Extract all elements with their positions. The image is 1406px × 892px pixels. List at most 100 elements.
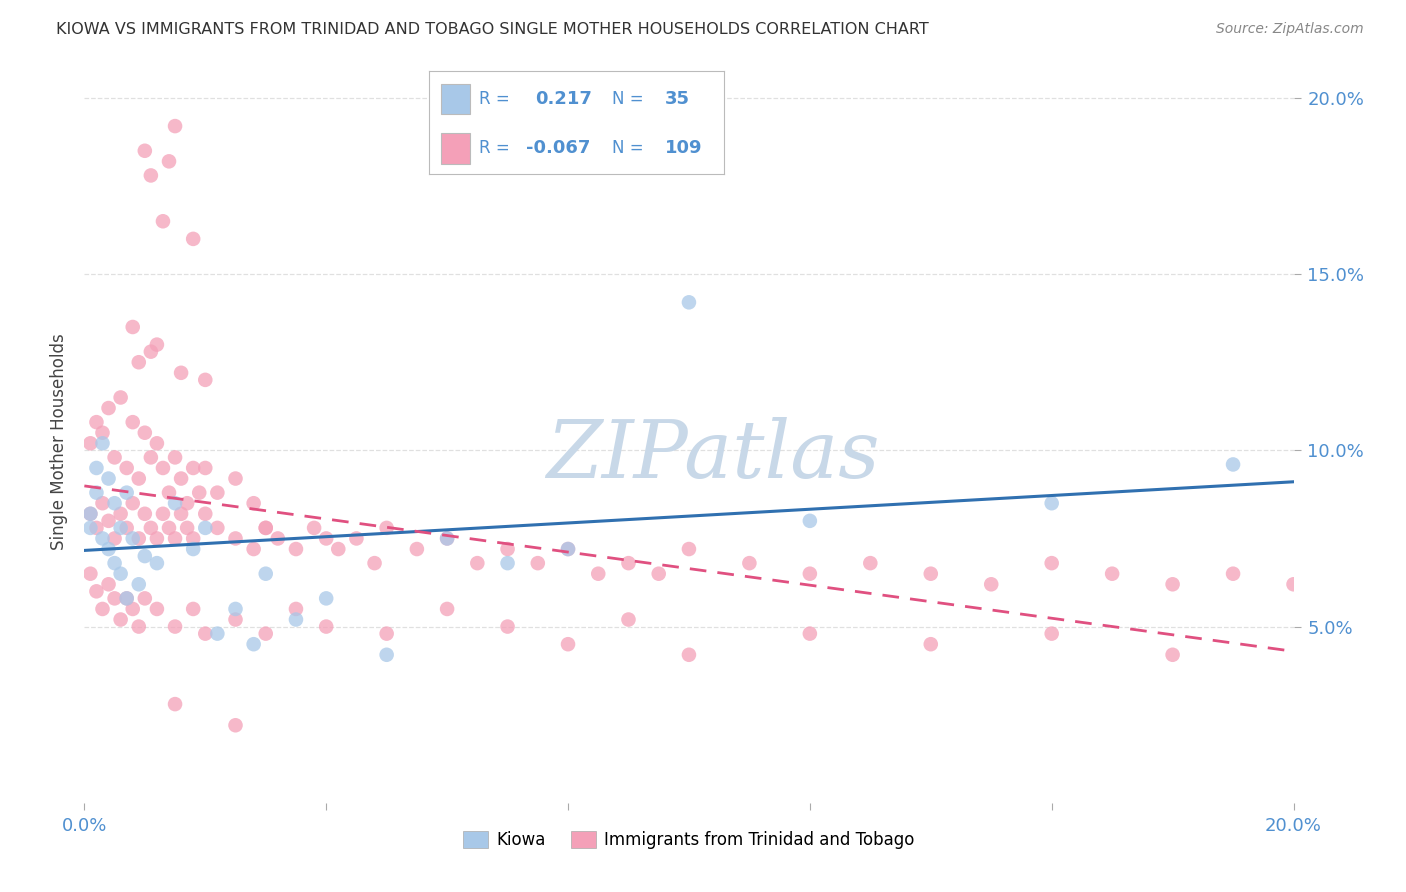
Point bbox=[242, 496, 264, 510]
Point bbox=[91, 532, 114, 546]
Point bbox=[799, 626, 821, 640]
Point bbox=[139, 521, 162, 535]
Point bbox=[648, 566, 671, 581]
Point bbox=[617, 556, 640, 570]
Text: N =: N = bbox=[612, 90, 644, 108]
Point bbox=[134, 507, 156, 521]
Point bbox=[225, 718, 247, 732]
Point bbox=[91, 436, 114, 450]
Point bbox=[152, 507, 174, 521]
Point bbox=[225, 532, 247, 546]
Point bbox=[328, 542, 350, 557]
Point bbox=[285, 542, 308, 557]
Point bbox=[920, 566, 942, 581]
Point bbox=[1161, 648, 1184, 662]
Point bbox=[146, 556, 169, 570]
Point bbox=[79, 507, 101, 521]
Point bbox=[254, 566, 277, 581]
Text: 109: 109 bbox=[665, 139, 703, 157]
Point bbox=[165, 450, 187, 465]
Point bbox=[134, 425, 156, 440]
Point bbox=[1101, 566, 1123, 581]
Point bbox=[496, 542, 519, 557]
Text: KIOWA VS IMMIGRANTS FROM TRINIDAD AND TOBAGO SINGLE MOTHER HOUSEHOLDS CORRELATIO: KIOWA VS IMMIGRANTS FROM TRINIDAD AND TO… bbox=[56, 22, 929, 37]
Point bbox=[315, 591, 337, 606]
Point bbox=[980, 577, 1002, 591]
Point bbox=[165, 496, 187, 510]
Point bbox=[152, 214, 174, 228]
Point bbox=[139, 344, 162, 359]
Point bbox=[181, 232, 204, 246]
Point bbox=[315, 532, 337, 546]
Point bbox=[375, 626, 398, 640]
Point bbox=[152, 461, 174, 475]
Point bbox=[181, 542, 204, 557]
Point bbox=[110, 613, 132, 627]
Point bbox=[436, 532, 458, 546]
Point bbox=[436, 602, 458, 616]
Point bbox=[194, 373, 217, 387]
Point bbox=[285, 602, 308, 616]
Point bbox=[86, 521, 108, 535]
Point bbox=[79, 521, 101, 535]
Point bbox=[181, 461, 204, 475]
Point bbox=[225, 471, 247, 485]
Point bbox=[157, 485, 180, 500]
Point bbox=[799, 514, 821, 528]
Point bbox=[254, 521, 277, 535]
Point bbox=[170, 366, 193, 380]
Text: N =: N = bbox=[612, 139, 644, 157]
Point bbox=[128, 471, 150, 485]
Text: Source: ZipAtlas.com: Source: ZipAtlas.com bbox=[1216, 22, 1364, 37]
Point bbox=[194, 507, 217, 521]
Point bbox=[115, 485, 138, 500]
Point bbox=[146, 337, 169, 351]
Point bbox=[181, 602, 204, 616]
Point bbox=[86, 485, 108, 500]
Point bbox=[128, 577, 150, 591]
Point bbox=[181, 532, 204, 546]
Point bbox=[139, 450, 162, 465]
Text: R =: R = bbox=[479, 90, 510, 108]
Point bbox=[242, 542, 264, 557]
Point bbox=[496, 556, 519, 570]
Point bbox=[557, 542, 579, 557]
Point bbox=[146, 436, 169, 450]
Point bbox=[375, 521, 398, 535]
Point bbox=[115, 591, 138, 606]
Point bbox=[134, 144, 156, 158]
Point bbox=[207, 521, 229, 535]
Point bbox=[104, 496, 127, 510]
Point bbox=[121, 320, 143, 334]
Point bbox=[176, 496, 198, 510]
Point bbox=[157, 154, 180, 169]
Point bbox=[496, 619, 519, 633]
Point bbox=[121, 532, 143, 546]
Text: -0.067: -0.067 bbox=[526, 139, 591, 157]
Point bbox=[588, 566, 610, 581]
Point bbox=[104, 450, 127, 465]
Point bbox=[225, 613, 247, 627]
Point bbox=[146, 602, 169, 616]
Point bbox=[165, 532, 187, 546]
Point bbox=[165, 697, 187, 711]
Point bbox=[285, 613, 308, 627]
Point bbox=[79, 436, 101, 450]
Point bbox=[97, 514, 120, 528]
Point bbox=[86, 461, 108, 475]
Point bbox=[194, 461, 217, 475]
Point bbox=[79, 566, 101, 581]
Point bbox=[225, 602, 247, 616]
Point bbox=[157, 521, 180, 535]
Point bbox=[104, 556, 127, 570]
Point bbox=[110, 391, 132, 405]
Point bbox=[91, 425, 114, 440]
Point bbox=[97, 471, 120, 485]
Point bbox=[467, 556, 489, 570]
Point bbox=[115, 591, 138, 606]
Point bbox=[104, 591, 127, 606]
Point bbox=[128, 355, 150, 369]
Point bbox=[79, 507, 101, 521]
Point bbox=[110, 566, 132, 581]
Point bbox=[104, 532, 127, 546]
